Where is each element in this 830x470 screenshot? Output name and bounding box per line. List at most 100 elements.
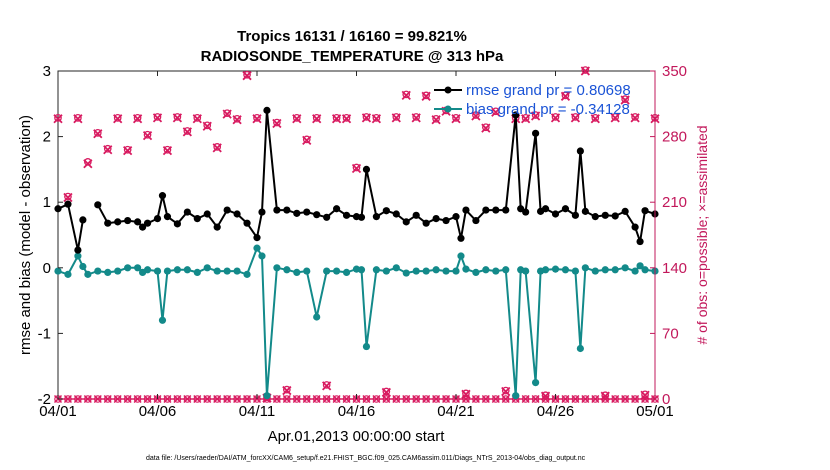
rmse-point xyxy=(74,246,82,254)
chart-title-line2: RADIOSONDE_TEMPERATURE @ 313 hPa xyxy=(201,48,504,65)
obs-assimilated-point xyxy=(83,159,93,169)
obs-assimilated-point xyxy=(411,113,421,123)
obs-assimilated-point xyxy=(142,131,153,141)
bias-point xyxy=(636,262,644,270)
bias-point xyxy=(382,267,390,275)
obs-assimilated-point xyxy=(361,113,372,123)
rmse-point xyxy=(512,111,520,119)
obs-possible-point xyxy=(581,66,590,74)
y-tick-label-left: -2 xyxy=(38,391,51,408)
rmse-point xyxy=(492,206,500,214)
obs-zero-point xyxy=(402,394,411,404)
rmse-point xyxy=(631,223,639,231)
x-tick-label: 04/16 xyxy=(338,403,376,420)
bias-point xyxy=(124,264,132,272)
obs-assimilated-point xyxy=(560,91,571,101)
obs-possible-point xyxy=(332,114,341,122)
rmse-point xyxy=(273,206,281,214)
x-tick-label: 04/21 xyxy=(437,403,475,420)
obs-zero-point xyxy=(432,394,441,404)
rmse-point xyxy=(158,192,167,200)
rmse-point xyxy=(114,218,122,226)
obs-assimilated-point xyxy=(212,143,222,153)
obs-assimilated-point xyxy=(401,90,411,101)
rmse-point xyxy=(522,208,530,216)
obs-zero-point xyxy=(591,394,600,404)
plot-area xyxy=(57,70,656,400)
rmse-point xyxy=(432,215,440,223)
rmse-point xyxy=(502,206,510,214)
legend-label-rmse: rmse grand pr = 0.80698 xyxy=(466,82,631,99)
x-axis-label: Apr.01,2013 00:00:00 start xyxy=(268,428,446,445)
obs-assimilated-point xyxy=(351,163,362,174)
bias-point xyxy=(79,262,87,271)
obs-possible-point xyxy=(352,163,361,172)
rmse-point xyxy=(223,206,231,214)
bias-point xyxy=(357,266,366,274)
rmse-point xyxy=(591,213,599,221)
rmse-point xyxy=(412,211,420,219)
obs-assimilated-point xyxy=(391,113,401,123)
rmse-point xyxy=(313,211,321,219)
obs-assimilated-point xyxy=(73,114,83,124)
obs-zero-point xyxy=(322,394,331,404)
rmse-point xyxy=(143,219,152,227)
bias-point xyxy=(641,266,649,274)
bias-point xyxy=(303,267,311,275)
y-axis-label-right: # of obs: o=possible; ×=assimilated xyxy=(694,125,710,344)
obs-assimilated-point xyxy=(501,386,511,397)
rmse-point xyxy=(153,215,162,223)
obs-zero-point xyxy=(611,394,620,404)
obs-possible-point xyxy=(392,113,401,121)
obs-assimilated-point xyxy=(371,114,382,124)
obs-possible-point xyxy=(143,130,152,139)
obs-zero-point xyxy=(103,394,112,404)
obs-assimilated-point xyxy=(132,114,143,124)
bias-point xyxy=(362,342,371,351)
obs-possible-point xyxy=(382,387,391,396)
bias-point xyxy=(94,267,102,275)
bias-point xyxy=(581,264,589,272)
bias-point xyxy=(576,344,584,353)
obs-zero-point xyxy=(342,394,351,404)
rmse-point xyxy=(362,165,371,173)
obs-possible-point xyxy=(292,114,301,122)
rmse-point xyxy=(462,206,470,214)
obs-assimilated-point xyxy=(162,146,173,156)
obs-zero-point xyxy=(133,394,142,404)
rmse-point xyxy=(372,213,380,221)
obs-zero-point xyxy=(641,394,650,404)
rmse-point xyxy=(243,219,251,227)
obs-possible-point xyxy=(133,114,142,122)
rmse-point xyxy=(293,209,301,217)
obs-assimilated-point xyxy=(580,66,590,76)
obs-possible-point xyxy=(193,114,202,122)
obs-zero-point xyxy=(362,394,371,404)
obs-assimilated-point xyxy=(192,114,202,124)
bias-point xyxy=(54,267,62,275)
obs-assimilated-point xyxy=(431,115,441,125)
obs-assimilated-point xyxy=(113,114,123,124)
rmse-point xyxy=(457,234,465,242)
rmse-point xyxy=(581,207,589,215)
obs-assimilated-point xyxy=(182,127,192,137)
bias-point xyxy=(532,379,540,387)
obs-assimilated-point xyxy=(322,381,332,391)
obs-zero-point xyxy=(332,394,341,404)
obs-zero-point xyxy=(601,394,610,404)
bias-point xyxy=(502,266,510,274)
obs-zero-point xyxy=(521,394,530,404)
bias-point xyxy=(392,264,400,272)
obs-zero-point xyxy=(93,394,102,404)
rmse-point xyxy=(213,223,221,231)
obs-assimilated-point xyxy=(53,114,63,124)
obs-assimilated-point xyxy=(451,114,461,124)
obs-possible-point xyxy=(611,113,620,121)
obs-layer xyxy=(53,66,660,404)
obs-possible-point xyxy=(64,192,72,201)
obs-zero-point xyxy=(233,394,242,404)
obs-possible-point xyxy=(551,113,560,121)
obs-possible-point xyxy=(641,390,649,399)
y-tick-label-right: 280 xyxy=(662,129,687,146)
